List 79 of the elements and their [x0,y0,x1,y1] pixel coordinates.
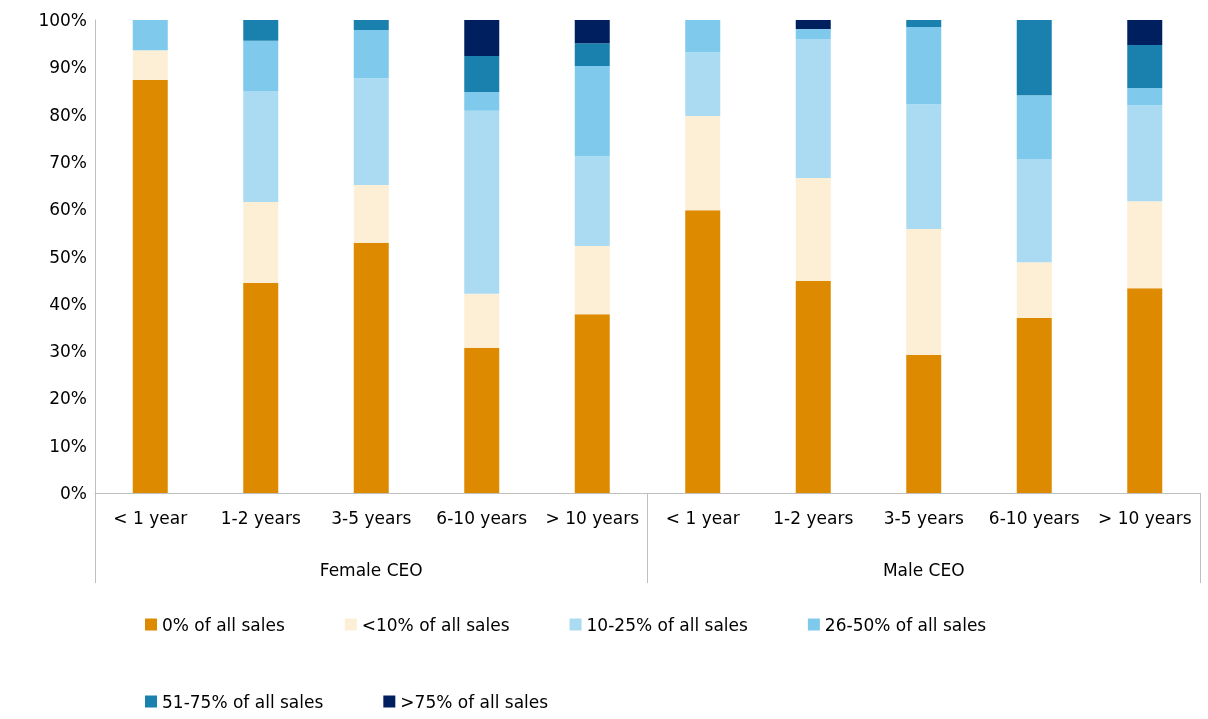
y-tick-label: 80% [49,104,87,125]
legend-label: 26-50% of all sales [824,614,987,635]
bar [574,65,610,157]
x-tick-label: 6-10 years [436,507,528,528]
bar [243,282,279,493]
y-tick-label: 60% [49,199,87,220]
bar [353,78,389,186]
bar [464,91,500,111]
x-tick-label: 1-2 years [220,507,301,528]
bar [1127,88,1163,106]
text: Female CEO [319,559,423,580]
y-tick-label: 40% [49,293,87,314]
bar [1127,288,1163,493]
bar [464,347,500,493]
bar [132,20,168,51]
bar [353,185,389,243]
bar [906,104,942,230]
bar [353,242,389,493]
bar [1016,262,1052,318]
legend-label: 51-75% of all sales [162,691,324,712]
x-tick-label: 6-10 years [988,507,1080,528]
bar [685,210,721,493]
bar [685,116,721,211]
x-tick-label: 3-5 years [331,507,412,528]
bar [1127,201,1163,289]
bar [464,55,500,92]
y-tick-label: 20% [49,388,87,409]
bar [685,20,721,53]
bar [1127,20,1163,46]
bar [243,90,279,203]
legend-label: 0% of all sales [162,614,285,635]
bar [574,43,610,66]
x-tick-label: < 1 year [665,507,740,528]
bar [795,177,831,282]
bar [243,20,279,41]
y-tick-label: 100% [38,10,87,30]
bar [464,293,500,348]
y-tick-label: 70% [49,151,87,172]
bar [795,281,831,493]
bar [795,20,831,29]
legend-label: <10% of all sales [361,614,510,635]
bar [906,354,942,493]
bar [795,38,831,178]
bar [795,28,831,39]
bar [1127,105,1163,202]
bar [1016,20,1052,96]
bar [243,40,279,91]
bar [574,246,610,315]
bar [574,314,610,493]
bar [906,27,942,105]
y-tick-label: 0% [60,483,87,503]
bar [574,156,610,247]
bar [132,50,168,81]
legend-label: >75% of all sales [400,691,549,712]
x-tick-label: > 10 years [1098,507,1192,528]
bar [243,202,279,283]
bar [464,110,500,294]
bar [1127,45,1163,89]
y-tick-label: 50% [49,246,87,267]
bar [353,29,389,79]
bar [685,52,721,117]
bar [353,20,389,30]
bar [906,229,942,355]
text: Male CEO [882,559,965,580]
x-tick-label: > 10 years [545,507,640,528]
bar [464,20,500,56]
y-tick-label: 30% [49,341,87,362]
bar [906,20,942,28]
bar [1016,317,1052,493]
x-tick-label: 1-2 years [773,507,854,528]
y-tick-label: 10% [49,435,87,456]
bar [1016,95,1052,160]
bar [574,20,610,44]
y-tick-label: 90% [49,57,87,78]
bar [1016,159,1052,263]
x-tick-label: < 1 year [113,507,188,528]
legend-label: 10-25% of all sales [586,614,749,635]
bar [132,80,168,493]
x-tick-label: 3-5 years [883,507,964,528]
